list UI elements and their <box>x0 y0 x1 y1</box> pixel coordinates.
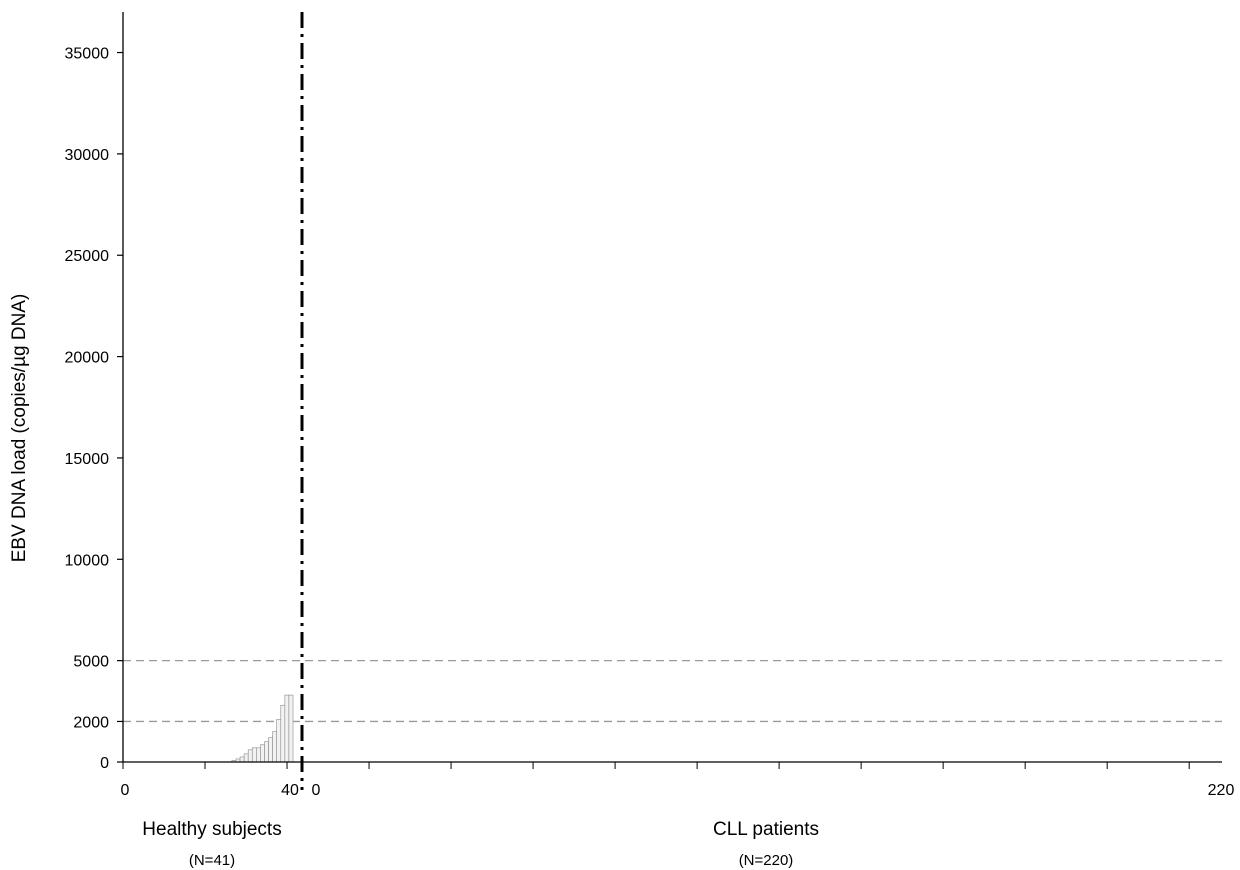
bar-healthy-40 <box>288 694 294 763</box>
bar-healthy-39 <box>284 694 290 763</box>
x-tick-label-healthy-end: 40 <box>281 782 299 799</box>
x-ticks <box>122 762 1190 769</box>
bar-healthy-35 <box>268 737 273 763</box>
bars <box>231 694 294 763</box>
y-tick-label-5000: 5000 <box>73 654 109 671</box>
group-label-healthy: Healthy subjects <box>142 819 281 840</box>
bar-healthy-38 <box>280 704 286 763</box>
bar-healthy-28 <box>239 756 245 763</box>
axes <box>122 12 1222 763</box>
reference-lines <box>123 659 1222 723</box>
group-n-cll: (N=220) <box>739 852 794 869</box>
y-tick-label-30000: 30000 <box>65 147 110 164</box>
x-tick-label-cll-end: 220 <box>1208 782 1235 799</box>
bar-healthy-29 <box>243 753 249 763</box>
y-ticks: 0 2000 5000 10000 15000 20000 25000 30000 35000 <box>65 46 123 772</box>
y-tick-label-35000: 35000 <box>65 46 110 63</box>
bar-healthy-37 <box>276 719 282 763</box>
y-tick-label-10000: 10000 <box>65 552 110 569</box>
group-n-healthy: (N=41) <box>189 852 235 869</box>
x-tick-label-healthy-start: 0 <box>121 782 130 799</box>
bar-healthy-30 <box>247 749 253 763</box>
y-tick-label-2000: 2000 <box>73 714 109 731</box>
group-label-cll: CLL patients <box>713 819 819 840</box>
bar-healthy-36 <box>272 731 278 763</box>
y-tick-label-25000: 25000 <box>65 248 110 265</box>
y-tick-label-15000: 15000 <box>65 451 110 468</box>
bar-healthy-32 <box>256 747 261 763</box>
y-axis-label: EBV DNA load (copies/µg DNA) <box>9 294 30 563</box>
y-tick-label-0: 0 <box>100 755 109 772</box>
x-tick-label-cll-start: 0 <box>312 782 321 799</box>
bar-healthy-34 <box>264 741 269 763</box>
bar-healthy-31 <box>251 747 257 763</box>
y-tick-label-20000: 20000 <box>65 350 110 367</box>
bar-healthy-33 <box>260 744 265 763</box>
